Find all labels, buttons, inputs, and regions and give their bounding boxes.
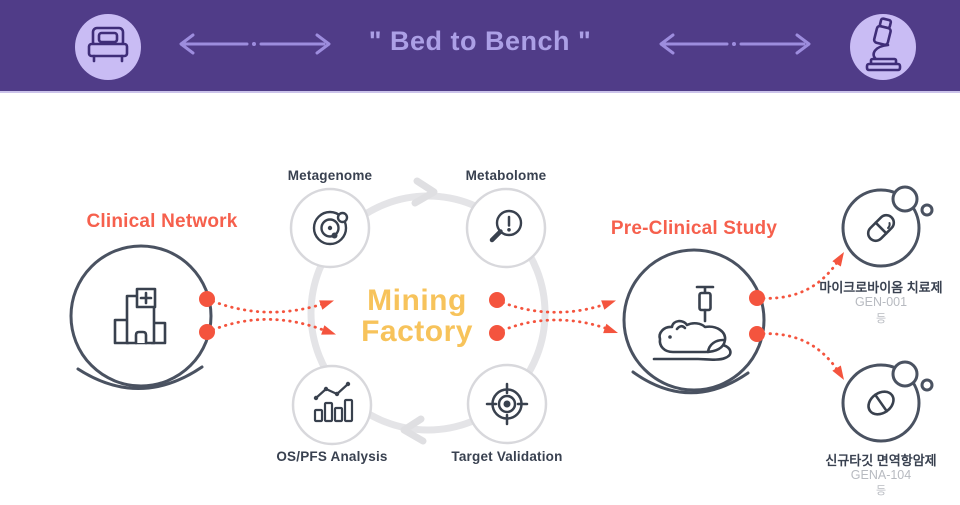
output2-suffix-label: 등 (875, 485, 887, 497)
connector-arrowhead (832, 252, 844, 267)
bubble-small-icon (920, 378, 934, 392)
target-icon (485, 382, 529, 426)
page-title: " Bed to Bench " (368, 26, 592, 56)
connector-arrowhead (319, 300, 334, 310)
connector-dot (749, 326, 765, 342)
output-microbiome-circle (841, 185, 934, 268)
dotted-arrow-clinical-to-mining-bottom (205, 317, 333, 335)
clinical-underline-arc (76, 365, 204, 390)
output1-suffix-label: 등 (875, 313, 887, 325)
preclinical-circle (622, 248, 766, 395)
clinical-network-label: Clinical Network (86, 211, 238, 232)
orbit-icon (312, 210, 349, 246)
connector-dot (199, 324, 215, 340)
microscope-icon (850, 14, 916, 80)
output1-code-label: GEN-001 (854, 295, 908, 309)
output2-name-label: 신규타깃 면역항암제 (825, 453, 937, 468)
mining-ring (307, 177, 549, 445)
ring-arrow-clockwise-bottom-icon (400, 415, 427, 445)
dotted-arrow-mining-to-preclinical-top (495, 298, 613, 314)
tablet-icon (867, 390, 895, 416)
hospital-icon (113, 287, 167, 345)
connector-dot (749, 290, 765, 306)
magnifier-exclamation-icon (489, 209, 523, 243)
connector-arrowhead (832, 365, 844, 380)
dotted-arrow-clinical-to-mining-top (205, 297, 331, 314)
connector-arrowhead (601, 300, 616, 310)
connector-arrowhead (321, 325, 336, 335)
ospfs-analysis-label: OS/PFS Analysis (276, 449, 388, 464)
dotted-arrow-preclinical-to-output1 (755, 256, 842, 300)
preclinical-underline-arc (631, 370, 750, 395)
double-arrow-right-icon (659, 33, 811, 55)
bubble-small-icon (920, 203, 934, 217)
output2-code-label: GENA-104 (850, 468, 912, 482)
dotted-arrow-mining-to-preclinical-bottom (495, 318, 615, 335)
bed-icon (75, 14, 141, 80)
connector-dot (489, 292, 505, 308)
dotted-arrow-preclinical-to-output2 (755, 332, 842, 376)
output-immunooncology-circle (841, 360, 934, 443)
metabolome-circle (465, 187, 547, 269)
bubble-medium-icon (891, 360, 919, 388)
target-validation-label: Target Validation (451, 449, 563, 464)
connector-dot (489, 325, 505, 341)
diagram-canvas (69, 177, 934, 446)
diagram-area: Clinical Network Metagenome Metabolome O… (0, 93, 960, 505)
capsule-icon (866, 213, 896, 243)
output1-name-label: 마이크로바이옴 치료제 (819, 280, 943, 295)
header-banner: " Bed to Bench " (0, 0, 960, 93)
chart-icon (313, 381, 354, 423)
mining-factory-line2: Factory (361, 315, 473, 348)
metagenome-label: Metagenome (287, 168, 373, 183)
connector-dot (199, 291, 215, 307)
connector-arrowhead (603, 323, 618, 334)
preclinical-study-label: Pre-Clinical Study (610, 218, 778, 239)
mining-factory-line1: Mining (367, 284, 467, 317)
red-connectors (199, 252, 844, 380)
ring-arrow-clockwise-top-icon (411, 177, 438, 207)
double-arrow-left-icon (179, 33, 331, 55)
bubble-medium-icon (891, 185, 919, 213)
mouse-syringe-icon (652, 285, 732, 361)
metabolome-label: Metabolome (465, 168, 547, 183)
header-graphics (75, 14, 916, 80)
clinical-network-circle (69, 244, 213, 390)
mining-factory-title: Mining Factory (317, 285, 517, 347)
